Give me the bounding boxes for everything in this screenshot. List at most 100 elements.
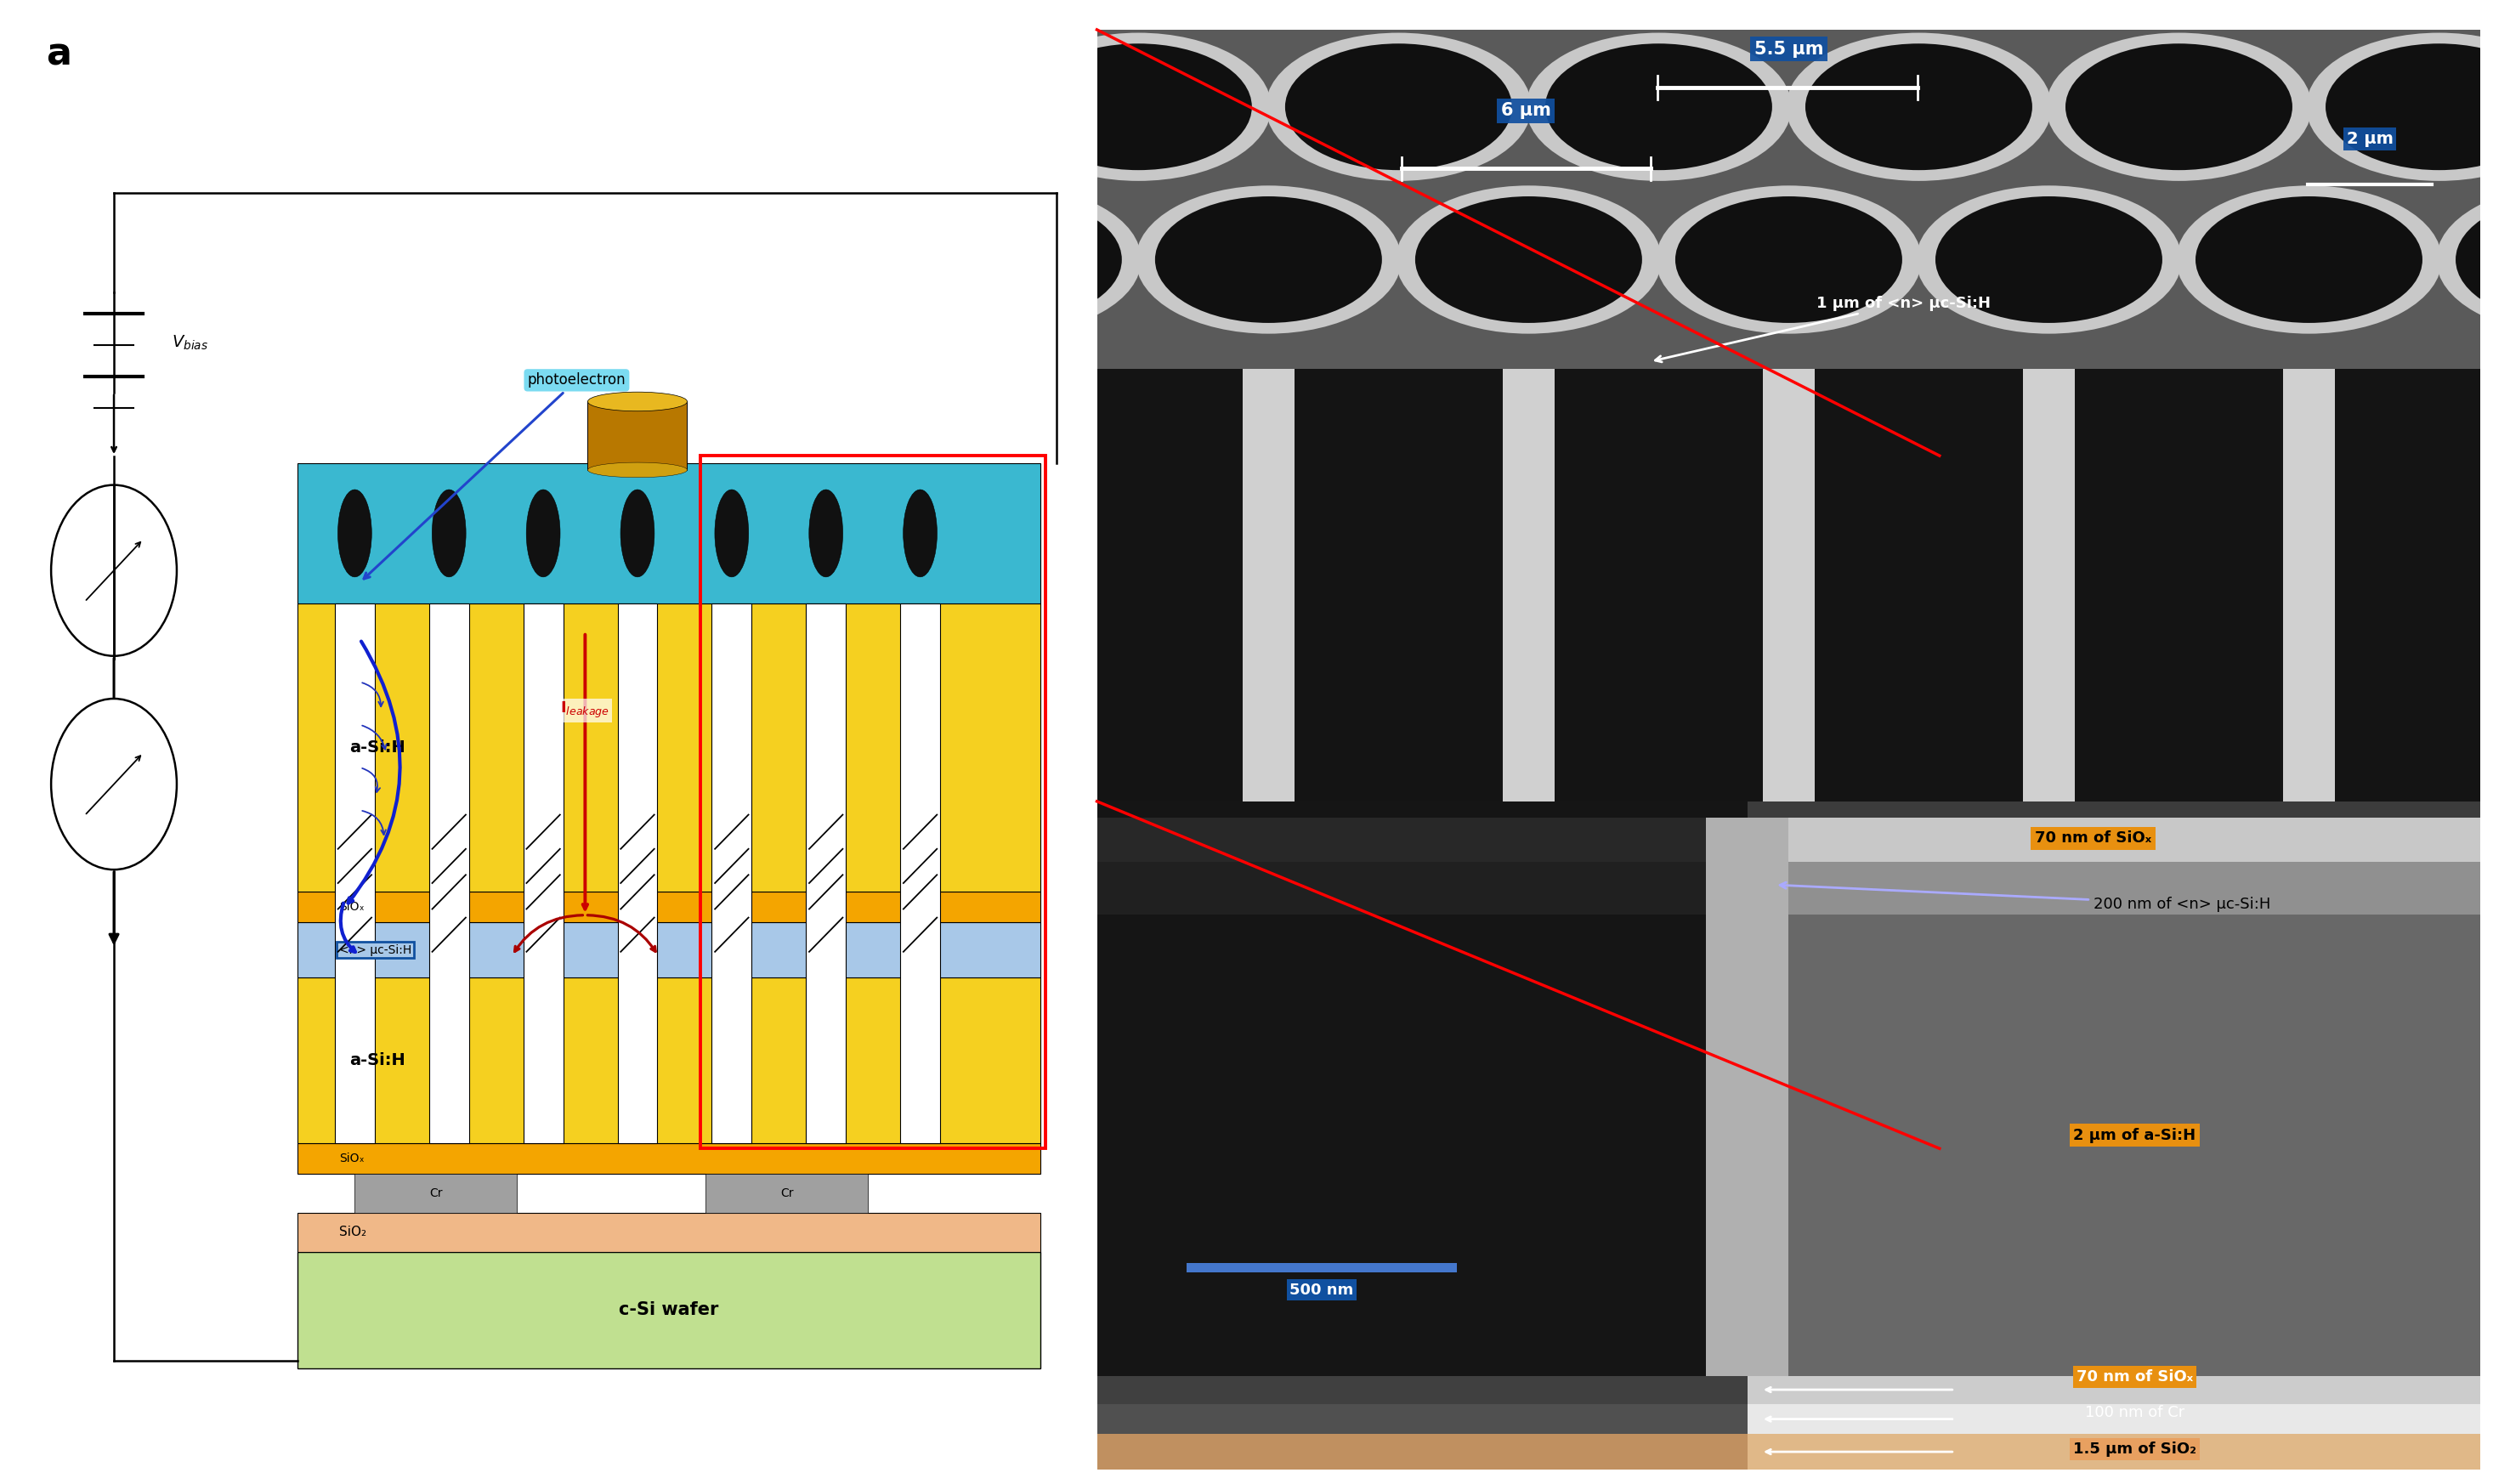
Ellipse shape [526,490,561,577]
Circle shape [1416,196,1643,324]
Ellipse shape [715,490,748,577]
Text: 70 nm of SiOₓ: 70 nm of SiOₓ [2034,831,2151,846]
Text: SiOₓ: SiOₓ [339,901,364,913]
Bar [1815,370,2024,801]
Bar [1503,370,1551,801]
Ellipse shape [588,392,688,411]
Bar [1765,370,1815,801]
Text: photoelectron: photoelectron [364,372,626,579]
Bar [1748,1404,2481,1434]
Text: 1 μm of <n> μc-Si:H: 1 μm of <n> μc-Si:H [1655,295,1989,362]
Circle shape [2326,43,2493,171]
Bar [1097,861,1748,914]
Text: c-Si wafer: c-Si wafer [618,1301,718,1319]
Circle shape [2047,33,2311,181]
Circle shape [1396,186,1660,334]
Circle shape [1655,186,1922,334]
Circle shape [2196,196,2423,324]
Text: 5.5 μm: 5.5 μm [1755,40,1822,58]
Bar [1748,914,2481,1376]
Bar [805,604,845,1143]
Text: SiO₂: SiO₂ [339,1226,366,1239]
Bar [1506,370,1553,801]
Bar [2284,370,2331,801]
Circle shape [1005,33,1271,181]
Bar [1097,370,2481,801]
Bar [1097,801,1748,1469]
Bar [1097,30,2481,370]
Text: 6 μm: 6 μm [1501,102,1551,119]
Bar [1187,1263,1456,1272]
Text: SiOₓ: SiOₓ [339,1152,364,1163]
Circle shape [1284,43,1511,171]
Circle shape [1805,43,2032,171]
Bar [1748,818,2481,861]
Circle shape [1935,196,2161,324]
Circle shape [50,699,177,870]
Text: 1.5 μm of SiO₂: 1.5 μm of SiO₂ [2074,1441,2196,1457]
Text: 200 nm of <n> μc-Si:H: 200 nm of <n> μc-Si:H [1780,883,2271,911]
Bar [297,1252,1040,1368]
Circle shape [875,186,1142,334]
Text: a: a [45,36,72,73]
Bar [1244,370,1291,801]
Text: c: c [1132,818,1154,855]
Bar [334,604,374,1143]
Bar [297,1212,1040,1252]
Circle shape [2306,33,2493,181]
Circle shape [1266,33,1531,181]
Bar [1097,1434,1748,1469]
Bar [701,456,1047,1149]
Bar [985,370,1035,801]
Ellipse shape [621,490,653,577]
Ellipse shape [810,490,843,577]
Text: b: b [1132,49,1159,86]
Ellipse shape [339,490,371,577]
Ellipse shape [588,463,688,478]
Bar [429,604,469,1143]
Bar [1748,861,2481,914]
Text: a-Si:H: a-Si:H [349,739,406,755]
Circle shape [1526,33,1792,181]
Text: 100 nm of Cr: 100 nm of Cr [2084,1405,2184,1420]
Circle shape [2064,43,2294,171]
Bar [1294,370,1503,801]
Circle shape [1154,196,1381,324]
Text: Cr: Cr [429,1187,441,1199]
Bar [1763,370,1812,801]
Bar [2027,370,2074,801]
Bar [900,604,940,1143]
Text: 70 nm of SiOₓ: 70 nm of SiOₓ [2077,1370,2194,1385]
Bar [588,402,688,470]
Circle shape [895,196,1122,324]
Text: 2 μm: 2 μm [2346,131,2393,147]
Bar [297,892,1040,922]
Bar [297,978,1040,1143]
Text: Cr: Cr [780,1187,793,1199]
Ellipse shape [902,490,937,577]
Bar [297,604,1040,892]
Circle shape [2176,186,2441,334]
Circle shape [1785,33,2052,181]
Bar [1097,1376,1748,1404]
Bar [713,604,750,1143]
Bar [1748,1376,2481,1404]
Bar [354,1174,516,1212]
Text: 500 nm: 500 nm [1289,1282,1354,1297]
Bar [1246,370,1294,801]
Circle shape [50,485,177,656]
Circle shape [1675,196,1902,324]
Bar [2333,370,2493,801]
Bar [297,1143,1040,1174]
Bar [618,604,658,1143]
Bar [2286,370,2333,801]
Circle shape [1025,43,1251,171]
Circle shape [1917,186,2181,334]
Bar [1705,818,1790,1376]
Text: I$_{leakage}$: I$_{leakage}$ [561,700,611,720]
Circle shape [1546,43,1773,171]
Bar [1097,818,1748,861]
Bar [2074,370,2284,801]
Bar [524,604,563,1143]
Circle shape [1137,186,1401,334]
